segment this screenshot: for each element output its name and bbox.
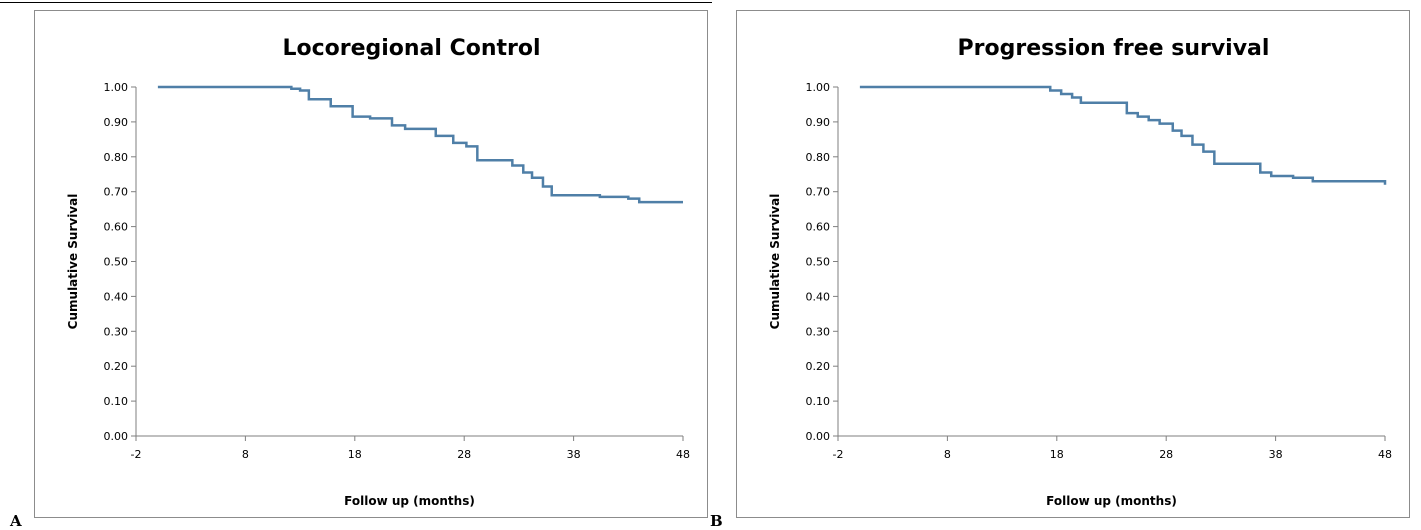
x-tick-label: 48 bbox=[676, 448, 690, 461]
y-tick-label: 0.70 bbox=[806, 186, 831, 199]
survival-step-line bbox=[859, 85, 1387, 185]
x-tick-label: 18 bbox=[1050, 448, 1064, 461]
x-axis-label: Follow up (months) bbox=[344, 494, 475, 508]
x-tick-label: 8 bbox=[944, 448, 951, 461]
chart-panel-a: Locoregional Control 0.00 0.10 0.20 0.30 0.40… bbox=[34, 10, 708, 518]
y-tick-label: 0.30 bbox=[104, 325, 129, 338]
y-tick-label: 0.60 bbox=[104, 221, 129, 234]
chart-title: Progression free survival bbox=[958, 36, 1270, 61]
y-tick-label: 0.40 bbox=[104, 290, 129, 303]
y-axis-label: Cumulative Survival bbox=[768, 194, 782, 330]
y-tick-label: 0.10 bbox=[104, 395, 129, 408]
y-tick-label: 0.50 bbox=[104, 256, 129, 269]
y-tick-label: 0.40 bbox=[806, 290, 831, 303]
y-axis-label: Cumulative Survival bbox=[66, 194, 80, 330]
y-tick-label: 0.70 bbox=[104, 186, 129, 199]
x-tick-label: -2 bbox=[833, 448, 844, 461]
y-tick-label: 0.30 bbox=[806, 325, 831, 338]
y-tick-label: 0.00 bbox=[104, 430, 129, 443]
chart-title: Locoregional Control bbox=[282, 36, 540, 61]
y-tick-label: 0.20 bbox=[806, 360, 831, 373]
x-tick-label: -2 bbox=[131, 448, 142, 461]
y-tick-label: 0.20 bbox=[104, 360, 129, 373]
y-tick-label: 1.00 bbox=[104, 81, 129, 94]
x-tick-label: 38 bbox=[567, 448, 581, 461]
x-tick-label: 38 bbox=[1269, 448, 1283, 461]
y-tick-label: 0.10 bbox=[806, 395, 831, 408]
y-tick-label: 1.00 bbox=[806, 81, 831, 94]
chart-b-svg: Progression free survival 0.00 0.10 0.20 0.3… bbox=[768, 36, 1392, 508]
x-tick-label: 48 bbox=[1378, 448, 1392, 461]
x-axis-label: Follow up (months) bbox=[1046, 494, 1177, 508]
y-tick-label: 0.90 bbox=[104, 116, 129, 129]
chart-panel-b: Progression free survival 0.00 0.10 0.20 0.3… bbox=[736, 10, 1410, 518]
y-tick-label: 0.60 bbox=[806, 221, 831, 234]
y-tick-label: 0.90 bbox=[806, 116, 831, 129]
x-tick-label: 18 bbox=[348, 448, 362, 461]
panel-letter-a: A bbox=[10, 512, 22, 530]
y-tick-label: 0.80 bbox=[806, 151, 831, 164]
y-tick-label: 0.00 bbox=[806, 430, 831, 443]
survival-step-line bbox=[157, 85, 683, 204]
y-tick-label: 0.50 bbox=[806, 256, 831, 269]
top-border-line bbox=[0, 2, 712, 3]
x-tick-label: 28 bbox=[1159, 448, 1173, 461]
chart-a-svg: Locoregional Control 0.00 0.10 0.20 0.30 0.40… bbox=[66, 36, 690, 508]
panel-letter-b: B bbox=[710, 512, 723, 530]
y-tick-label: 0.80 bbox=[104, 151, 129, 164]
x-tick-label: 8 bbox=[242, 448, 249, 461]
x-tick-label: 28 bbox=[457, 448, 471, 461]
